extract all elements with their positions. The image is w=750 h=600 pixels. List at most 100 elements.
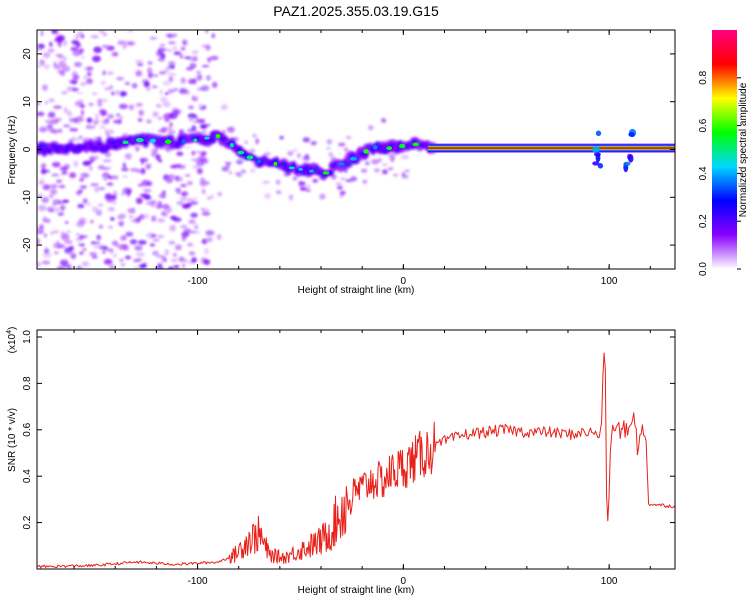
spectrogram-noise-cell <box>49 189 58 195</box>
spectrogram-noise-cell <box>362 179 368 185</box>
spectrogram-noise-cell <box>69 172 77 179</box>
spectrogram-plot-area <box>37 30 675 269</box>
spectrogram-noise-cell <box>51 173 60 177</box>
x-tick-label: 100 <box>601 576 618 587</box>
spectrogram-noise-cell <box>136 257 143 262</box>
spectrogram-noise-cell <box>63 40 68 46</box>
spectrogram-noise-cell <box>57 212 64 216</box>
spectrogram-ridge-hotspot <box>246 155 254 160</box>
spectrogram-noise-cell <box>162 101 171 107</box>
spectrogram-noise-cell <box>194 224 199 230</box>
spectrogram-noise-cell <box>305 189 312 192</box>
spectrogram-noise-cell <box>135 70 143 77</box>
spectrogram-noise-cell <box>248 148 256 154</box>
spectrogram-noise-cell <box>90 183 99 187</box>
spectrogram-noise-cell <box>157 263 163 268</box>
snr-multiplier-close: ) <box>7 327 18 330</box>
spectrogram-noise-cell <box>193 78 197 85</box>
spectrogram-noise-cell <box>337 142 346 147</box>
spectrogram-noise-cell <box>107 225 114 229</box>
y-tick-label: 0.2 <box>22 515 33 529</box>
spectrogram-noise-cell <box>297 153 301 159</box>
spectrogram-speckle <box>37 30 438 269</box>
colorbar-tick-label: 0.8 <box>698 70 709 84</box>
spectrogram-noise-cell <box>107 71 114 75</box>
spectrogram-noise-cell <box>107 207 115 212</box>
spectrogram-noise-cell <box>162 80 171 86</box>
spectrogram-noise-cell <box>102 70 107 76</box>
spectrogram-noise-cell <box>199 181 207 187</box>
spectrogram-noise-cell <box>302 137 311 143</box>
spectrogram-noise-cell <box>182 263 186 268</box>
spectrogram-noise-cell <box>189 62 197 69</box>
spectrogram-noise-cell <box>91 255 98 259</box>
spectrogram-noise-cell <box>92 92 98 96</box>
spectrogram-noise-cell <box>41 169 50 173</box>
spectrogram-noise-cell <box>113 190 117 197</box>
spectrogram-noise-cell <box>102 172 110 180</box>
spectrogram-noise-cell <box>135 102 143 107</box>
spectrogram-noise-cell <box>101 98 108 103</box>
spectrogram-noise-cell <box>79 235 89 239</box>
spectrogram-noise-cell <box>146 119 152 124</box>
spectrogram-noise-cell <box>131 82 138 89</box>
spectrogram-noise-cell <box>160 255 167 261</box>
y-tick-label: 0.8 <box>22 376 33 390</box>
spectrogram-noise-cell <box>263 152 271 156</box>
spectrogram-noise-cell <box>82 248 87 251</box>
spectrogram-noise-cell <box>287 150 294 157</box>
y-tick-label: 0 <box>22 146 33 152</box>
spectrogram-noise-cell <box>103 258 113 265</box>
spectrogram-noise-cell <box>40 30 44 37</box>
spectrogram-noise-cell <box>64 240 73 244</box>
spectrogram-noise-cell <box>97 100 103 107</box>
spectrogram-noise-cell <box>55 179 63 184</box>
spectrogram-noise-cell <box>207 196 211 200</box>
spectrogram-noise-cell <box>162 204 170 209</box>
spectrogram-noise-cell <box>201 238 208 245</box>
spectrogram-noise-cell <box>228 170 232 176</box>
spectrogram-noise-cell <box>55 53 63 57</box>
spectrogram-noise-cell <box>180 224 188 229</box>
spectrogram-noise-cell <box>72 87 80 92</box>
spectrogram-noise-cell <box>217 191 223 197</box>
spectrogram-noise-cell <box>275 179 281 185</box>
spectrogram-noise-cell <box>194 196 198 201</box>
spectrogram-ridge-hotspot <box>273 161 278 166</box>
spectrogram-noise-cell <box>76 190 82 196</box>
spectrogram-noise-cell <box>90 220 94 224</box>
spectrogram-noise-cell <box>234 172 242 176</box>
spectrogram-noise-cell <box>113 119 122 124</box>
spectrogram-noise-cell <box>70 46 79 52</box>
spectrogram-noise-cell <box>120 244 128 247</box>
y-tick-label: -20 <box>22 237 33 252</box>
spectrogram-noise-cell <box>149 199 158 205</box>
spectrogram-noise-cell <box>374 168 380 173</box>
spectrogram-noise-cell <box>176 201 184 206</box>
spectrogram-noise-cell <box>91 241 101 245</box>
spectrogram-noise-cell <box>37 204 47 212</box>
spectrogram-noise-cell <box>187 113 197 119</box>
spectrogram-noise-cell <box>149 36 157 40</box>
spectrogram-noise-cell <box>111 51 119 57</box>
spectrogram-ridge-hotspot <box>136 137 144 143</box>
spectrogram-noise-cell <box>168 76 173 81</box>
spectrogram-ridge-hotspot <box>229 142 234 148</box>
spectrogram-noise-cell <box>200 208 210 212</box>
spectrogram-noise-cell <box>137 183 144 187</box>
spectrogram-noise-cell <box>201 188 206 195</box>
spectrogram-noise-cell <box>39 178 46 185</box>
spectrogram-noise-cell <box>62 199 70 203</box>
snr-x-ticks: -100 0 100 <box>73 330 651 587</box>
spectrogram-noise-cell <box>146 181 153 187</box>
colorbar: 0.0 0.2 0.4 0.6 0.8 Normalized spectral ampl… <box>698 30 749 276</box>
spectrogram-noise-cell <box>40 163 47 169</box>
spectrogram-noise-cell <box>168 240 176 245</box>
spectrogram-noise-cell <box>89 155 97 162</box>
spectrogram-noise-cell <box>98 224 104 230</box>
spectrogram-noise-cell <box>126 41 135 46</box>
snr-series-line <box>37 352 675 569</box>
spectrogram-noise-cell <box>59 70 66 77</box>
spectrogram-noise-cell <box>151 85 158 89</box>
